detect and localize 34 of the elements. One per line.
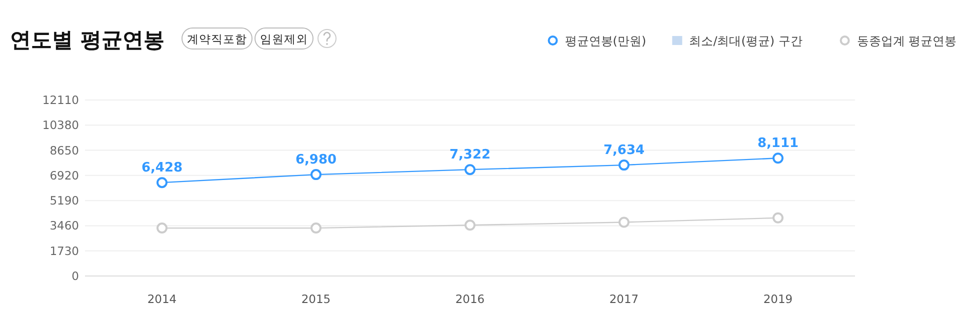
point (772, 152, 784, 164)
y-tick-label: 5190 (50, 194, 79, 208)
data-label: 6,428 (141, 160, 183, 176)
point (156, 222, 168, 234)
x-tick-label: 2014 (147, 292, 177, 306)
legend-label: 최소/최대(평균) 구간 (689, 34, 802, 48)
point (464, 220, 476, 231)
x-tick-label: 2016 (455, 292, 485, 306)
y-tick-label: 6920 (50, 168, 79, 182)
text: 계약직포함 (187, 32, 247, 46)
text: 임원제외 (260, 32, 308, 46)
y-tick-label: 8650 (50, 143, 79, 158)
point (772, 212, 784, 224)
x-tick-label: 2019 (763, 292, 793, 306)
y-tick-label: 10380 (42, 118, 79, 132)
data-label: 6,980 (295, 152, 337, 168)
legend-label: 평균연봉(만원) (564, 34, 646, 48)
point (618, 216, 630, 228)
point (156, 177, 168, 188)
x-tick-label: 2015 (301, 292, 331, 306)
point (310, 222, 322, 234)
data-label: 8,111 (757, 136, 799, 152)
point (464, 164, 476, 176)
data-label: 7,634 (603, 143, 645, 158)
data-label: 7,322 (449, 148, 491, 163)
y-tick-label: 3460 (50, 218, 79, 233)
point (618, 160, 630, 171)
y-tick-label: 0 (72, 269, 79, 283)
legend-label: 동종업계 평균연봉 (856, 34, 957, 48)
chart-title: 연도별 평균연봉 (10, 28, 164, 52)
x-tick-label: 2017 (609, 292, 639, 306)
point (310, 169, 322, 180)
y-tick-label: 12110 (42, 93, 79, 107)
y-tick-label: 1730 (50, 244, 79, 258)
